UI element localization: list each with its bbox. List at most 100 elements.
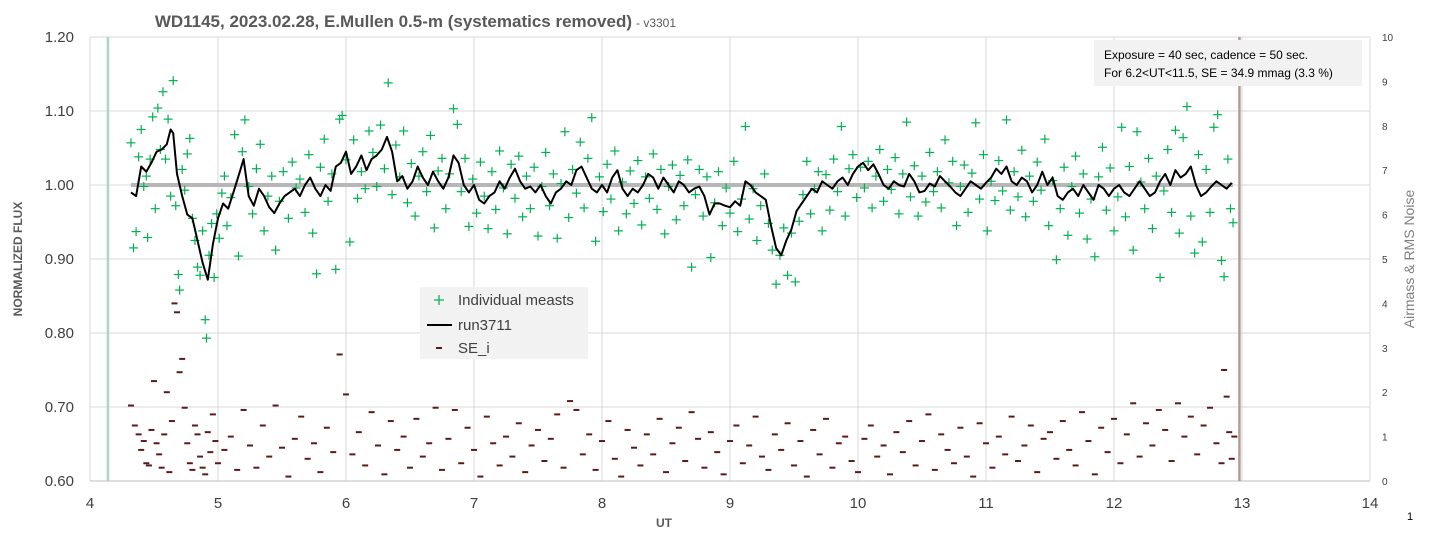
measurement-point xyxy=(867,203,877,213)
measurement-point xyxy=(134,152,144,162)
legend-background xyxy=(420,287,588,359)
measurement-point xyxy=(929,187,939,197)
measurement-point xyxy=(863,156,873,166)
measurement-point xyxy=(372,181,382,191)
measurement-point xyxy=(552,233,562,243)
y2-tick-label: 10 xyxy=(1382,33,1394,44)
measurement-point xyxy=(360,184,370,194)
measurement-point xyxy=(621,209,631,219)
measurement-point xyxy=(779,223,789,233)
measurement-point xyxy=(143,233,153,243)
measurement-point xyxy=(560,127,570,137)
x-tick-label: 12 xyxy=(1106,495,1123,512)
annotation-line-1: Exposure = 40 sec, cadence = 50 sec. xyxy=(1104,48,1308,62)
measurement-point xyxy=(698,211,708,221)
measurement-point xyxy=(402,198,412,208)
measurement-point xyxy=(637,220,647,230)
measurement-point xyxy=(840,211,850,221)
measurement-point xyxy=(1190,248,1200,258)
measurement-point xyxy=(852,193,862,203)
measurement-point xyxy=(602,159,612,169)
measurement-point xyxy=(472,208,482,218)
measurement-point xyxy=(345,237,355,247)
measurement-point xyxy=(518,212,528,222)
measurement-point xyxy=(598,207,608,217)
measurement-point xyxy=(521,171,531,181)
measurement-point xyxy=(978,150,988,160)
legend-marker-measurements xyxy=(434,295,444,305)
measurement-point xyxy=(925,147,935,157)
measurement-point xyxy=(1074,208,1084,218)
measurement-point xyxy=(859,183,869,193)
measurement-point xyxy=(648,149,658,159)
measurement-point xyxy=(1167,207,1177,217)
measurement-point xyxy=(533,231,543,241)
measurement-point xyxy=(1113,192,1123,202)
measurement-point xyxy=(894,209,904,219)
measurement-point xyxy=(353,193,363,203)
measurement-point xyxy=(875,144,885,154)
measurement-point xyxy=(902,117,912,127)
measurement-point xyxy=(967,168,977,178)
measurement-point xyxy=(1182,102,1192,112)
measurement-point xyxy=(760,169,770,179)
measurement-point xyxy=(948,156,958,166)
measurement-point xyxy=(200,315,210,325)
measurement-point xyxy=(391,140,401,150)
measurement-point xyxy=(1197,237,1207,247)
measurement-point xyxy=(1051,255,1061,265)
measurement-point xyxy=(491,204,501,214)
measurement-point xyxy=(921,197,931,207)
measurement-point xyxy=(510,193,520,203)
measurement-point xyxy=(890,153,900,163)
measurement-point xyxy=(283,213,293,223)
measurement-point xyxy=(660,229,670,239)
measurement-point xyxy=(233,251,243,261)
measurement-point xyxy=(387,190,397,200)
plot-area xyxy=(89,36,1371,482)
measurement-point xyxy=(1055,204,1065,214)
x-tick-label: 10 xyxy=(850,495,867,512)
x-tick-label: 8 xyxy=(598,495,606,512)
measurement-point xyxy=(271,245,281,255)
measurement-point xyxy=(406,159,416,169)
x-tick-label: 5 xyxy=(214,495,222,512)
measurement-point xyxy=(195,270,205,280)
x-axis: 4 5 6 7 8 9 10 11 12 13 14 xyxy=(86,495,1379,512)
measurement-point xyxy=(295,174,305,184)
measurement-point xyxy=(349,135,359,145)
measurement-point xyxy=(740,122,750,132)
y-tick-label: 0.80 xyxy=(45,325,74,342)
measurement-point xyxy=(1217,255,1227,265)
measurement-point xyxy=(166,191,176,201)
measurement-point xyxy=(756,201,766,211)
measurement-point xyxy=(148,112,158,122)
measurement-point xyxy=(1178,133,1188,143)
measurement-point xyxy=(1144,153,1154,163)
measurement-point xyxy=(1021,212,1031,222)
measurement-point xyxy=(383,78,393,88)
measurement-point xyxy=(217,188,227,198)
measurement-point xyxy=(331,264,341,274)
measurement-point xyxy=(717,221,727,231)
measurement-point xyxy=(744,214,754,224)
y-axis-right: 0 1 2 3 4 5 6 7 8 9 10 xyxy=(1382,33,1394,488)
measurement-point xyxy=(548,169,558,179)
measurement-point xyxy=(1132,127,1142,137)
measurement-point xyxy=(177,164,187,174)
measurement-point xyxy=(955,181,965,191)
chart-title: WD1145, 2023.02.28, E.Mullen 0.5-m (syst… xyxy=(155,12,632,31)
measurement-point xyxy=(994,156,1004,166)
measurement-point xyxy=(625,166,635,176)
measurement-point xyxy=(1159,186,1169,196)
measurement-point xyxy=(706,253,716,263)
measurement-point xyxy=(821,170,831,180)
se-series xyxy=(127,302,1238,478)
measurement-point xyxy=(541,147,551,157)
chart-title-version: - v3301 xyxy=(636,16,676,30)
measurement-point xyxy=(1128,245,1138,255)
legend-label-run: run3711 xyxy=(458,317,512,334)
measurement-point xyxy=(1005,205,1015,215)
legend: Individual measts run3711 SE_i xyxy=(420,287,588,359)
measurement-point xyxy=(129,243,139,253)
